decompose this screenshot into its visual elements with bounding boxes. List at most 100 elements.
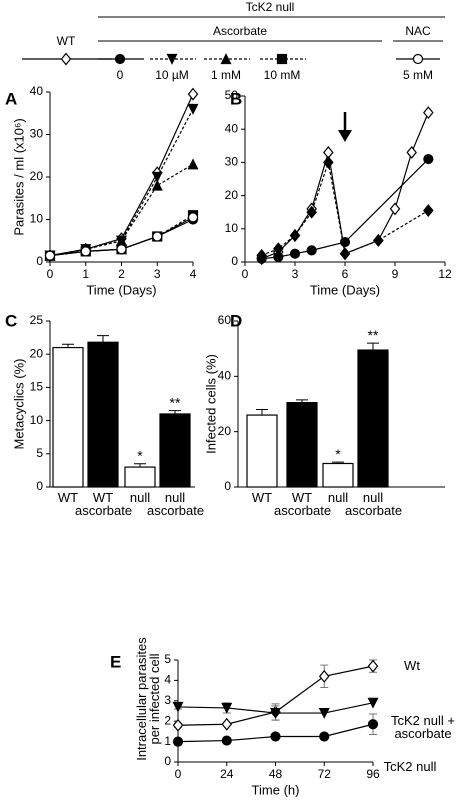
y-tick-label: 0	[36, 254, 43, 268]
bar	[87, 341, 119, 488]
data-point	[306, 205, 317, 219]
y-tick-label: 4	[164, 673, 171, 687]
y-tick-label: 0	[36, 479, 43, 493]
data-point	[389, 202, 401, 216]
x-tick-label: 6	[342, 267, 349, 281]
legend-header: TcK2 null	[246, 0, 295, 14]
legend-marker	[114, 53, 126, 65]
data-point	[187, 87, 199, 101]
x-axis-label: Time (Days)	[310, 282, 380, 297]
y-tick-label: 60	[218, 313, 232, 327]
panel-letter: E	[110, 652, 121, 671]
data-point	[289, 228, 301, 242]
y-tick-label: 10	[30, 413, 44, 427]
legend-label: 0	[117, 68, 124, 82]
data-point	[151, 171, 163, 183]
y-tick-label: 40	[225, 121, 239, 135]
data-point	[319, 731, 330, 742]
data-point	[306, 245, 317, 256]
x-axis-label: Time (Days)	[86, 282, 156, 297]
data-point	[172, 736, 184, 747]
error-bar	[97, 335, 109, 343]
series-line	[49, 93, 194, 257]
data-point	[172, 701, 184, 713]
data-point	[423, 106, 434, 120]
x-tick-label: 2	[118, 267, 125, 281]
y-tick-label: 15	[30, 380, 44, 394]
bar	[159, 413, 191, 488]
data-point	[187, 212, 199, 223]
data-point	[152, 231, 163, 242]
data-point	[289, 248, 301, 259]
data-point	[270, 707, 281, 719]
legend-label: 5 mM	[403, 68, 433, 82]
y-tick-label: 0	[164, 754, 171, 768]
legend-marker	[60, 52, 72, 66]
legend-label: 10 mM	[264, 68, 301, 82]
x-tick-label: 4	[190, 267, 197, 281]
data-point	[406, 145, 417, 159]
y-tick-label: 3	[164, 693, 171, 707]
data-point	[221, 702, 233, 714]
x-tick-label: 3	[292, 267, 299, 281]
y-tick-label: 30	[225, 155, 239, 169]
data-point	[373, 233, 384, 247]
error-bar	[62, 343, 74, 348]
y-tick-label: 1	[164, 734, 171, 748]
y-axis-label: Metacyclics (%)	[11, 358, 26, 449]
y-tick-label: 10	[30, 212, 44, 226]
x-tick-label: 0	[47, 267, 54, 281]
bar	[286, 402, 318, 488]
data-point	[423, 204, 434, 217]
y-tick-label: 40	[218, 369, 232, 383]
data-point	[318, 669, 330, 683]
y-tick-label: 25	[30, 313, 44, 327]
data-point	[187, 103, 199, 115]
x-tick-label: 1	[82, 267, 89, 281]
data-point	[256, 253, 267, 264]
data-point	[116, 244, 127, 255]
bar	[246, 414, 278, 488]
x-tick-label: WT ascorbate	[75, 490, 133, 518]
bar	[52, 346, 84, 488]
legend-marker	[412, 53, 424, 65]
x-tick-label: 72	[318, 767, 332, 781]
x-axis-label: Time (h)	[252, 782, 300, 797]
y-tick-label: 0	[231, 254, 238, 268]
legend-header: Ascorbate	[213, 24, 267, 38]
y-tick-label: 2	[164, 713, 171, 727]
y-tick-label: 20	[218, 424, 232, 438]
x-tick-label: null	[129, 490, 151, 505]
y-tick-label: 0	[224, 479, 231, 493]
y-axis-label: Parasites / ml (x10⁶)	[11, 118, 26, 235]
panel-letter: B	[230, 89, 242, 108]
data-point	[273, 251, 284, 263]
error-bar	[367, 342, 379, 351]
y-tick-label: 20	[225, 188, 239, 202]
bar	[357, 349, 389, 488]
annotation: **	[368, 327, 379, 343]
x-tick-label: 0	[175, 767, 182, 781]
series-line	[49, 108, 194, 257]
y-axis-label: Infected cells (%)	[203, 354, 218, 454]
x-tick-label: null ascorbate	[147, 490, 205, 518]
data-point	[323, 155, 334, 169]
legend-label: 1 mM	[211, 68, 241, 82]
error-bar	[332, 461, 344, 464]
bar	[124, 466, 156, 488]
data-point	[367, 719, 379, 730]
y-tick-label: 50	[225, 88, 239, 102]
x-tick-label: null	[327, 490, 349, 505]
x-tick-label: 9	[392, 267, 399, 281]
legend-label: Wt	[404, 658, 420, 673]
y-tick-label: 5	[164, 652, 171, 666]
x-tick-label: 0	[242, 267, 249, 281]
legend-marker	[166, 53, 178, 65]
data-point	[318, 707, 330, 719]
data-point	[44, 250, 56, 261]
data-point	[221, 717, 233, 731]
data-point	[367, 659, 379, 673]
x-tick-label: 48	[269, 767, 283, 781]
